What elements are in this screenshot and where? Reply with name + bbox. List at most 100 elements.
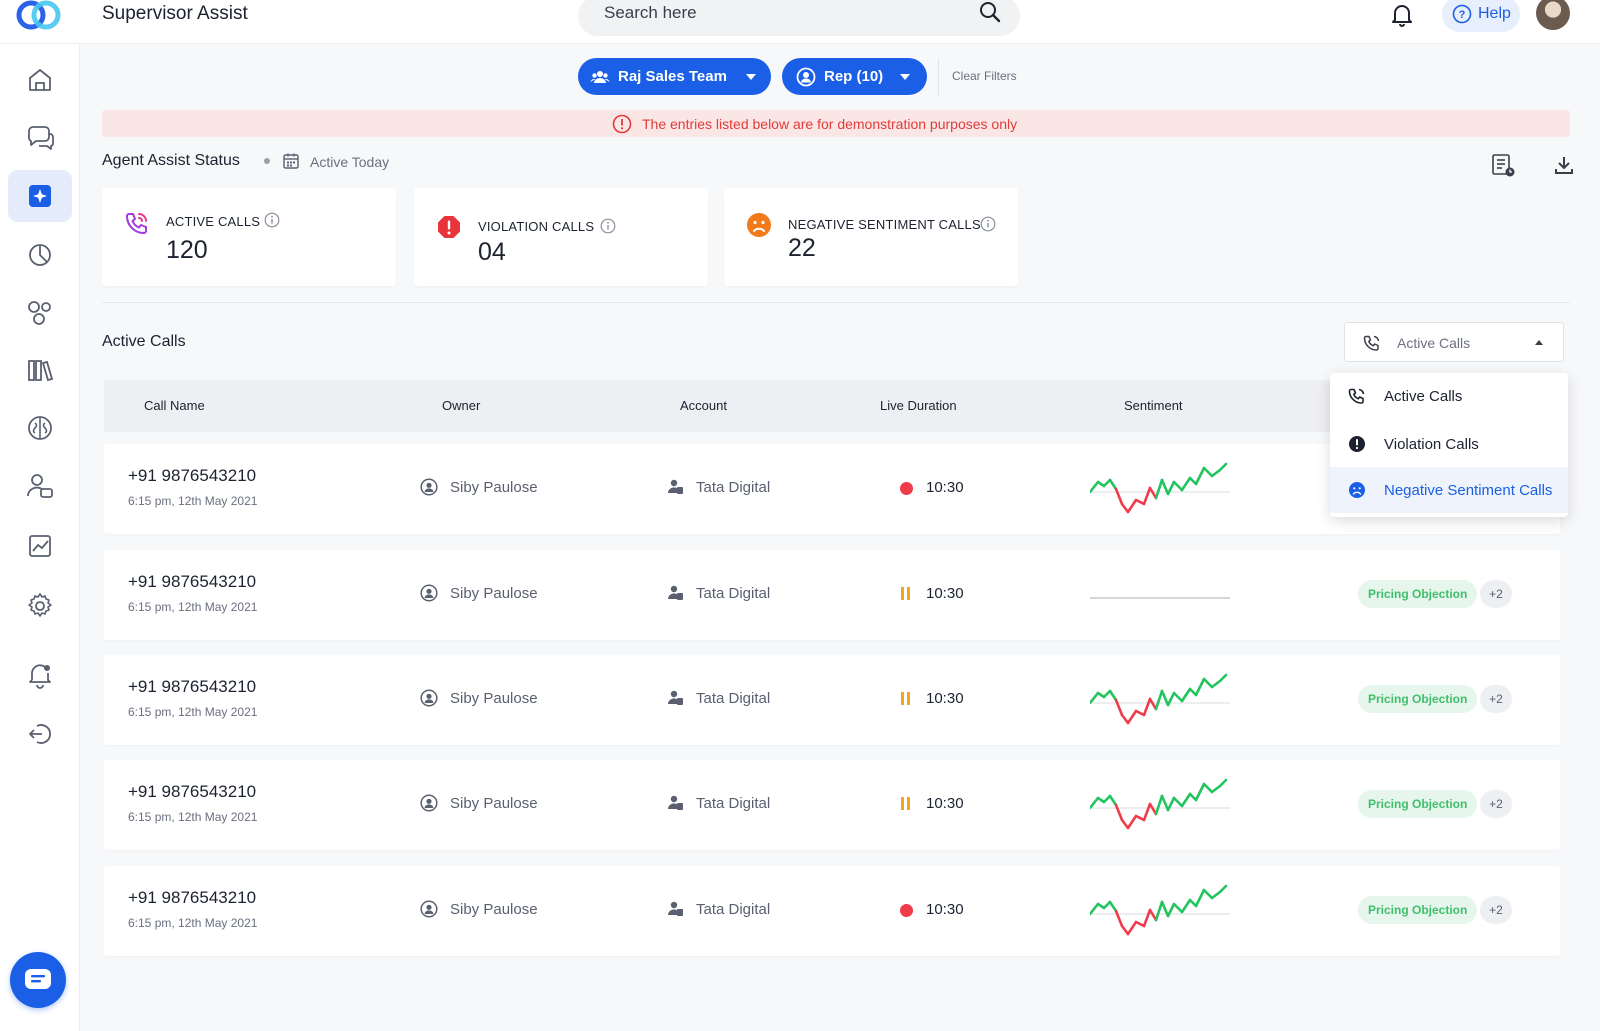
library-icon[interactable] xyxy=(8,344,72,396)
stat-card-active-calls[interactable]: ACTIVE CALLS 120 xyxy=(102,188,396,286)
alert-bell-icon[interactable] xyxy=(8,648,72,700)
download-icon[interactable] xyxy=(1552,153,1576,177)
live-duration: 10:30 xyxy=(926,585,964,602)
column-header[interactable]: Live Duration xyxy=(880,398,957,413)
call-type-select[interactable]: Active Calls xyxy=(1344,322,1564,362)
account-icon xyxy=(666,794,684,812)
stat-value: 120 xyxy=(166,236,208,264)
call-name[interactable]: +91 9876543210 xyxy=(128,572,257,591)
table-row[interactable]: +91 9876543210 6:15 pm, 12th May 2021 Siby… xyxy=(104,550,1560,640)
clear-filters-link[interactable]: Clear Filters xyxy=(952,69,1017,83)
table-row[interactable]: +91 9876543210 6:15 pm, 12th May 2021 Siby… xyxy=(104,866,1560,956)
owner-name: Siby Paulose xyxy=(450,479,538,496)
pie-chart-icon[interactable] xyxy=(8,228,72,280)
stat-label: NEGATIVE SENTIMENT CALLS xyxy=(788,217,981,232)
more-tags-badge[interactable]: +2 xyxy=(1480,580,1512,608)
divider xyxy=(102,302,1570,303)
help-label: Help xyxy=(1478,5,1511,22)
stat-card-negative-sentiment-calls[interactable]: NEGATIVE SENTIMENT CALLS 22 xyxy=(724,188,1018,286)
home-icon[interactable] xyxy=(8,54,72,106)
chat-support-button[interactable] xyxy=(10,952,66,1008)
table-row[interactable]: +91 9876543210 6:15 pm, 12th May 2021 Siby… xyxy=(104,444,1560,534)
section-title: Active Calls xyxy=(102,333,186,350)
rep-filter-dropdown[interactable]: Rep (10) xyxy=(782,58,927,95)
banner-text: The entries listed below are for demonst… xyxy=(642,116,1018,132)
account-name: Tata Digital xyxy=(696,795,771,812)
more-tags-badge[interactable]: +2 xyxy=(1480,896,1512,924)
search-icon[interactable] xyxy=(978,0,1002,24)
objection-tag[interactable]: Pricing Objection xyxy=(1358,790,1478,818)
help-button[interactable]: ? Help xyxy=(1442,0,1520,32)
phone-call-icon xyxy=(1363,335,1380,351)
stat-value: 22 xyxy=(788,234,816,262)
search-bar[interactable]: Search here xyxy=(578,0,1020,36)
avatar[interactable] xyxy=(1536,0,1570,30)
alert-circle-icon xyxy=(1349,436,1365,452)
objection-tag[interactable]: Pricing Objection xyxy=(1358,685,1478,713)
alert-octagon-icon xyxy=(438,216,460,238)
team-filter-label: Raj Sales Team xyxy=(618,68,727,85)
call-name[interactable]: +91 9876543210 xyxy=(128,466,257,485)
team-filter-dropdown[interactable]: Raj Sales Team xyxy=(578,58,771,95)
column-header[interactable]: Sentiment xyxy=(1124,398,1183,413)
column-header[interactable]: Account xyxy=(680,398,727,413)
page-title: Agent Assist Status xyxy=(102,152,240,169)
assist-sparkle-icon[interactable] xyxy=(8,170,72,222)
chevron-down-icon xyxy=(900,74,910,80)
stat-label: ACTIVE CALLS xyxy=(166,214,261,229)
pause-icon xyxy=(901,587,911,600)
info-icon[interactable] xyxy=(264,212,280,228)
stat-label: VIOLATION CALLS xyxy=(478,219,595,234)
live-duration: 10:30 xyxy=(926,901,964,918)
trend-chart-icon[interactable] xyxy=(8,520,72,572)
app-logo[interactable] xyxy=(14,0,64,36)
search-input[interactable]: Search here xyxy=(604,3,697,22)
menu-item-violation-calls[interactable]: Violation Calls xyxy=(1330,421,1568,467)
live-duration: 10:30 xyxy=(926,690,964,707)
stat-card-violation-calls[interactable]: VIOLATION CALLS 04 xyxy=(414,188,708,286)
info-icon[interactable] xyxy=(600,218,616,234)
account-icon xyxy=(666,584,684,602)
sad-face-icon xyxy=(747,213,771,237)
info-icon[interactable] xyxy=(980,216,996,232)
table-header: Call Name Owner Account Live Duration Se… xyxy=(104,380,1560,432)
chat-icon[interactable] xyxy=(8,112,72,164)
user-circle-icon xyxy=(420,794,438,812)
settings-icon[interactable] xyxy=(8,580,72,632)
more-tags-badge[interactable]: +2 xyxy=(1480,685,1512,713)
owner-name: Siby Paulose xyxy=(450,901,538,918)
account-name: Tata Digital xyxy=(696,585,771,602)
objection-tag[interactable]: Pricing Objection xyxy=(1358,580,1478,608)
sentiment-sparkline xyxy=(1090,673,1230,725)
date-range-label[interactable]: Active Today xyxy=(310,154,390,170)
owner-name: Siby Paulose xyxy=(450,585,538,602)
user-circle-icon xyxy=(420,478,438,496)
column-header[interactable]: Owner xyxy=(442,398,481,413)
brain-icon[interactable] xyxy=(8,402,72,454)
call-type-select-value: Active Calls xyxy=(1397,335,1471,351)
chevron-down-icon xyxy=(746,74,756,80)
call-name[interactable]: +91 9876543210 xyxy=(128,677,257,696)
people-icon[interactable] xyxy=(8,460,72,512)
svg-text:?: ? xyxy=(1459,9,1466,21)
more-tags-badge[interactable]: +2 xyxy=(1480,790,1512,818)
column-header[interactable]: Call Name xyxy=(144,398,205,413)
bell-icon[interactable] xyxy=(1390,2,1414,28)
objection-tag[interactable]: Pricing Objection xyxy=(1358,896,1478,924)
bubbles-icon[interactable] xyxy=(8,286,72,338)
info-icon xyxy=(612,114,632,134)
menu-item-active-calls[interactable]: Active Calls xyxy=(1330,373,1568,419)
calendar-icon[interactable] xyxy=(282,152,300,170)
table-row[interactable]: +91 9876543210 6:15 pm, 12th May 2021 Siby… xyxy=(104,655,1560,745)
phone-call-icon xyxy=(1348,388,1365,404)
logout-icon[interactable] xyxy=(8,708,72,760)
table-row[interactable]: +91 9876543210 6:15 pm, 12th May 2021 Siby… xyxy=(104,760,1560,850)
call-name[interactable]: +91 9876543210 xyxy=(128,888,257,907)
sentiment-sparkline xyxy=(1090,462,1230,514)
call-name[interactable]: +91 9876543210 xyxy=(128,782,257,801)
menu-item-label: Negative Sentiment Calls xyxy=(1384,482,1553,499)
report-icon[interactable] xyxy=(1490,152,1516,178)
menu-item-negative-sentiment-calls[interactable]: Negative Sentiment Calls xyxy=(1330,467,1568,513)
sidebar xyxy=(0,44,80,1031)
user-circle-icon xyxy=(796,67,816,87)
